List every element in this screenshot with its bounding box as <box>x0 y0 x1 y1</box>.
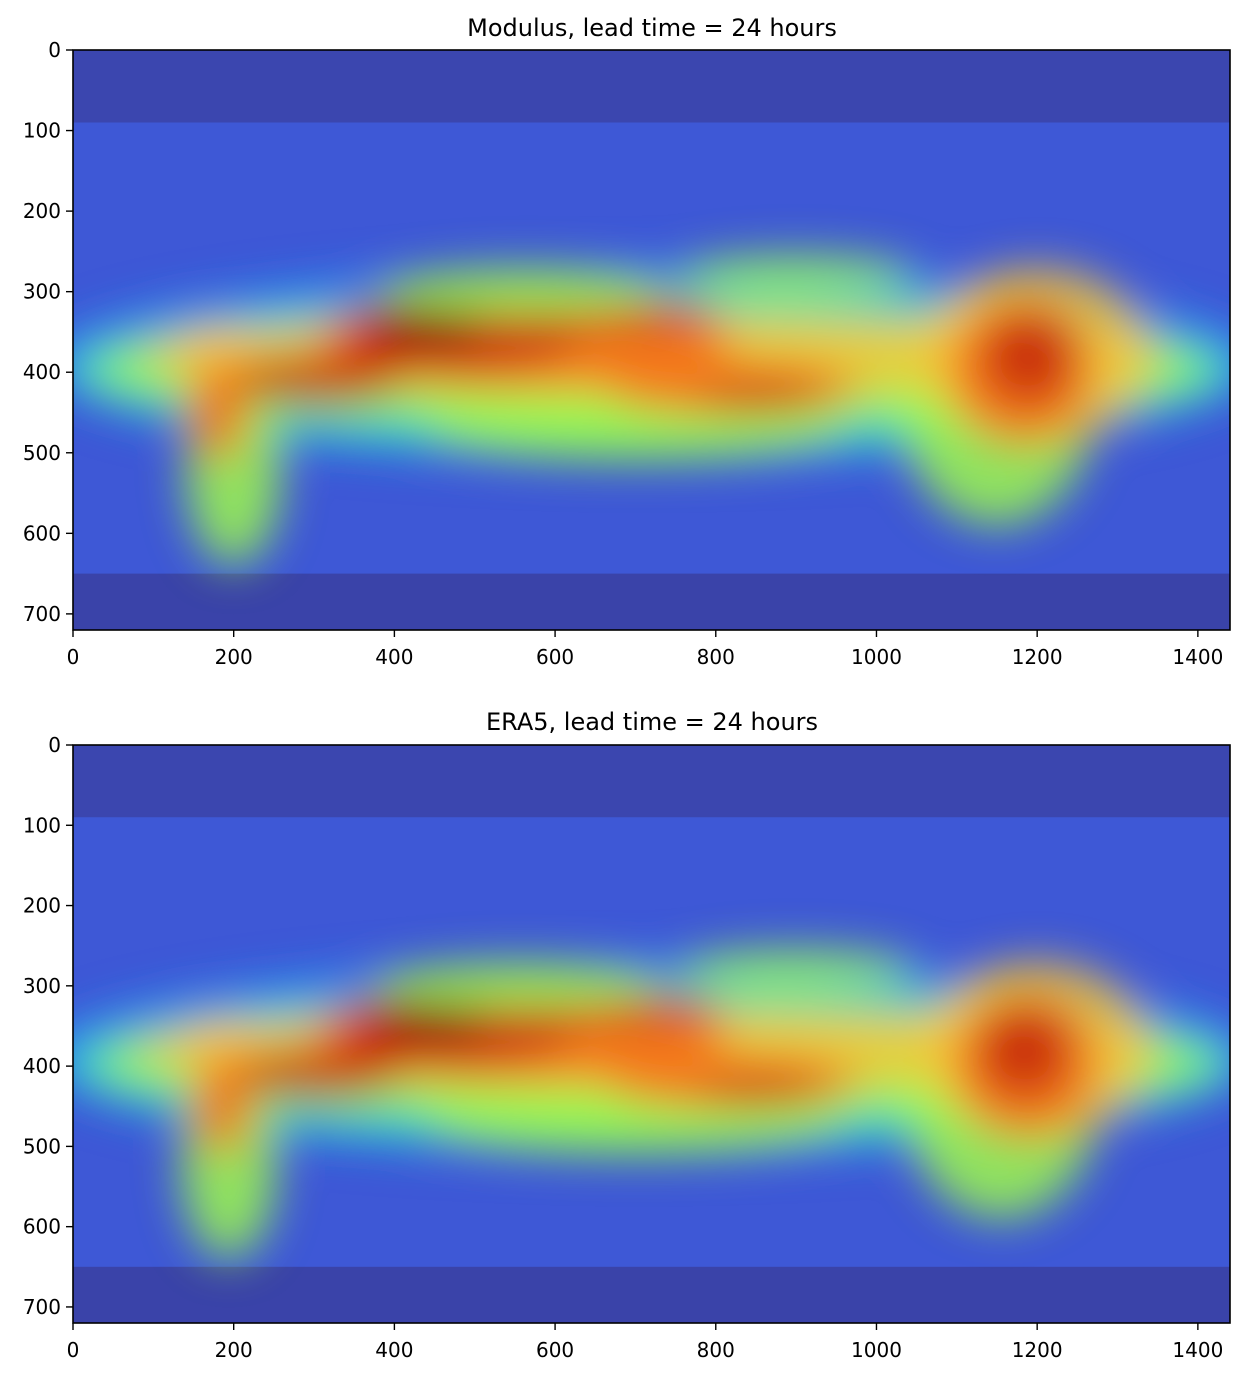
y-tick-label: 400 <box>23 360 61 384</box>
heatmap-panel-era5: 0 200 400 600 800 1000 1200 1400 0 100 200 300 400 50… <box>23 733 1231 1362</box>
y-tick-label: 600 <box>23 521 61 545</box>
y-tick-label: 700 <box>23 1295 61 1319</box>
x-tick-label: 0 <box>67 645 80 669</box>
x-tick-label: 1200 <box>1012 1338 1063 1362</box>
x-tick-label: 1400 <box>1172 1338 1223 1362</box>
plot-frame <box>72 744 1231 1324</box>
y-tick-label: 100 <box>23 119 61 143</box>
x-tick-label: 600 <box>536 1338 574 1362</box>
x-tick-label: 1000 <box>851 1338 902 1362</box>
x-tick-label: 1400 <box>1172 645 1223 669</box>
x-tick-label: 400 <box>375 1338 413 1362</box>
x-tick-label: 200 <box>215 645 253 669</box>
x-tick-label: 400 <box>375 645 413 669</box>
y-tick-label: 300 <box>23 974 61 998</box>
y-tick-label: 200 <box>23 894 61 918</box>
panel-1-title: Modulus, lead time = 24 hours <box>467 14 837 42</box>
heatmap-panel-modulus: 0 200 400 600 800 1000 1200 1400 0 100 200 300 400 50… <box>23 38 1231 669</box>
x-tick-label: 0 <box>67 1338 80 1362</box>
y-tick-label: 100 <box>23 813 61 837</box>
y-tick-label: 300 <box>23 280 61 304</box>
x-tick-label: 800 <box>697 1338 735 1362</box>
panel-2-title: ERA5, lead time = 24 hours <box>485 708 819 736</box>
y-tick-label: 400 <box>23 1054 61 1078</box>
x-tick-label: 1200 <box>1012 645 1063 669</box>
y-tick-label: 0 <box>48 38 61 62</box>
x-tick-label: 1000 <box>851 645 902 669</box>
y-tick-label: 0 <box>48 733 61 757</box>
y-tick-label: 500 <box>23 1134 61 1158</box>
plot-frame <box>72 49 1231 631</box>
y-tick-label: 700 <box>23 602 61 626</box>
y-tick-label: 200 <box>23 199 61 223</box>
x-tick-label: 200 <box>215 1338 253 1362</box>
y-tick-label: 600 <box>23 1215 61 1239</box>
heatmap-field <box>73 745 1230 1323</box>
x-tick-label: 600 <box>536 645 574 669</box>
x-tick-label: 800 <box>697 645 735 669</box>
y-tick-label: 500 <box>23 441 61 465</box>
heatmap-field <box>73 50 1230 630</box>
